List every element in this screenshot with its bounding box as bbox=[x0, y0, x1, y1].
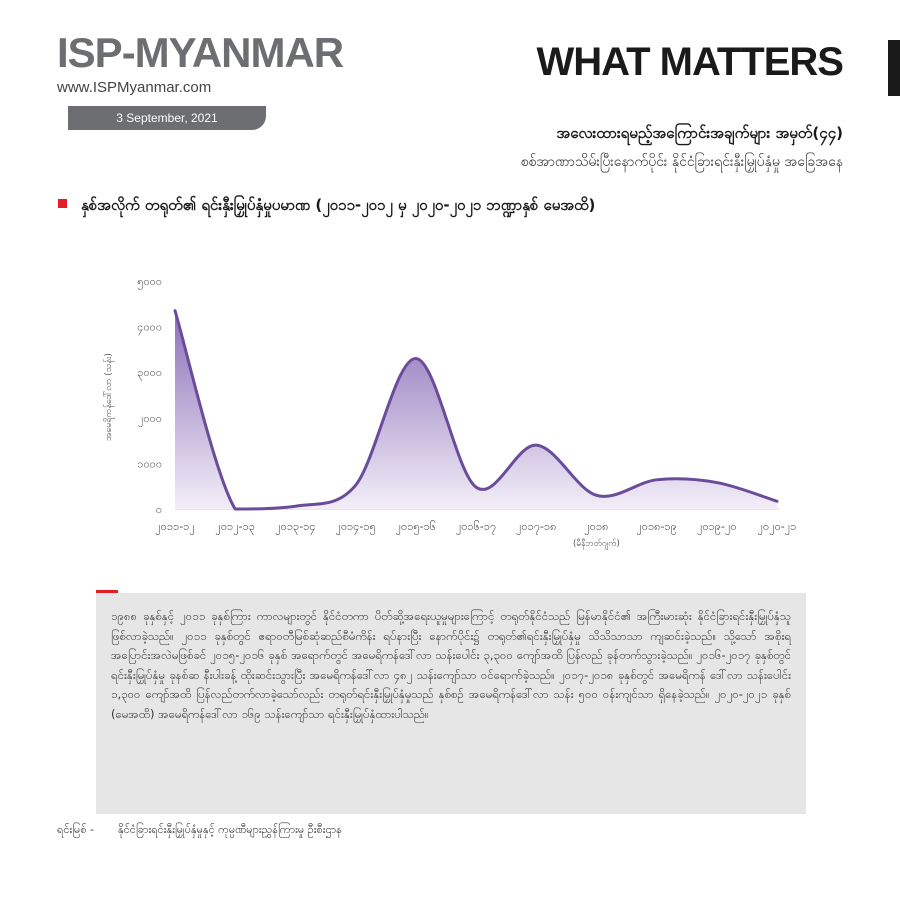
y-tick-label: ၄၀၀၀ bbox=[137, 321, 162, 336]
note-box: ၁၉၈၈ ခုနှစ်နှင့် ၂၀၁၁ ခုနှစ်ကြား ကာလများ… bbox=[96, 593, 806, 814]
x-tick-label: ၂၀၁၉-၂၀ bbox=[697, 520, 737, 535]
chart-heading: နှစ်အလိုက် တရုတ်၏ ရင်းနှီးမြှုပ်နှံမှုပမ… bbox=[58, 196, 595, 218]
x-tick-label: ၂၀၁၁-၁၂ bbox=[155, 520, 195, 535]
series-area bbox=[175, 310, 777, 509]
y-tick-label: ၃၀၀၀ bbox=[137, 366, 162, 381]
website-link[interactable]: www.ISPMyanmar.com bbox=[57, 79, 212, 96]
logo: ISP-MYANMAR bbox=[57, 29, 344, 76]
y-axis-label: အမေရိကန်ဒေါ်လာ (သန်း) bbox=[103, 353, 115, 441]
note-accent-line bbox=[96, 590, 118, 593]
x-tick-note: (မီနီဘတ်ဂျက်) bbox=[573, 538, 620, 550]
x-tick-label: ၂၀၁၈ bbox=[584, 520, 608, 535]
edge-marker bbox=[888, 40, 900, 96]
x-tick-label: ၂၀၁၆-၁၇ bbox=[456, 520, 496, 535]
page-title: အလေးထားရမည့်အကြောင်းအချက်များ အမှတ်(၄၄) bbox=[556, 124, 843, 142]
chart-heading-text: နှစ်အလိုက် တရုတ်၏ ရင်းနှီးမြှုပ်နှံမှုပမ… bbox=[81, 196, 596, 214]
source-label: ရင်းမြစ် - bbox=[57, 823, 94, 836]
y-tick-label: ၅၀၀၀ bbox=[137, 275, 162, 290]
y-tick-label: ၁၀၀၀ bbox=[137, 457, 162, 470]
y-tick-label: ၂၀၀၀ bbox=[138, 412, 162, 427]
brand-title: WHAT MATTERS bbox=[536, 40, 844, 84]
page-subtitle: စစ်အာဏာသိမ်းပြီးနောက်ပိုင်း နိုင်ငံခြားရ… bbox=[520, 154, 843, 170]
x-tick-label: ၂၀၁၄-၁၅ bbox=[335, 520, 375, 535]
x-tick-label: ၂၀၁၈-၁၉ bbox=[636, 520, 676, 535]
x-tick-label: ၂၀၁၇-၁၈ bbox=[516, 520, 556, 535]
bullet-square-icon bbox=[58, 199, 67, 208]
source-text: နိုင်ငံခြားရင်းနှီးမြှုပ်နှံမှုနှင့် ကုမ… bbox=[118, 823, 342, 836]
x-tick-label: ၂၀၂၀-၂၁ bbox=[758, 520, 797, 535]
x-tick-label: ၂၀၁၅-၁၆ bbox=[396, 520, 436, 535]
series-line bbox=[173, 309, 779, 511]
date-badge: 3 September, 2021 bbox=[68, 106, 266, 130]
x-tick-label: ၂၀၁၃-၁၄ bbox=[275, 520, 315, 535]
y-tick-label: ၀ bbox=[156, 503, 162, 516]
x-tick-label: ၂၀၁၂-၁၃ bbox=[215, 520, 255, 535]
source-line: ရင်းမြစ် - နိုင်ငံခြားရင်းနှီးမြှုပ်နှံမှ… bbox=[57, 823, 342, 839]
